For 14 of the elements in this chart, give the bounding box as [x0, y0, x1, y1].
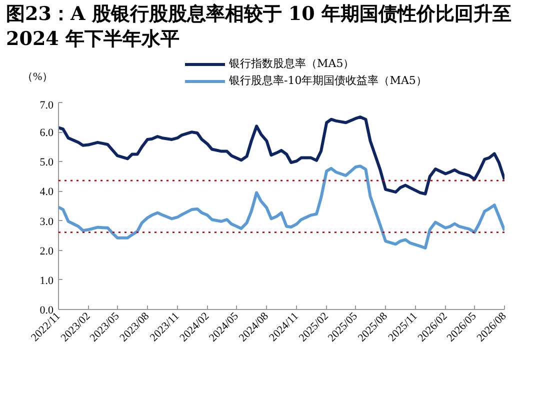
y-axis-title: （%） [22, 70, 54, 85]
y-tick-label: 7.0 [40, 100, 54, 112]
chart-title: 图23：A 股银行股股息率相较于 10 年期国债性价比回升至 2024 年下半年水平 [6, 2, 512, 52]
y-tick-label: 0.0 [40, 304, 54, 316]
y-tick-label: 3.0 [40, 216, 54, 228]
legend-label: 银行股息率-10年期国债收益率（MA5） [228, 73, 427, 89]
y-tick-label: 2.0 [40, 245, 54, 258]
y-tick-label: 5.0 [40, 156, 54, 169]
y-tick-label: 6.0 [40, 127, 54, 140]
line-series [58, 115, 504, 196]
y-tick-label: 1.0 [40, 274, 54, 287]
legend-label: 银行指数股息率（MA5） [228, 56, 356, 72]
line-series [58, 164, 504, 250]
y-tick-label: 4.0 [40, 186, 54, 198]
